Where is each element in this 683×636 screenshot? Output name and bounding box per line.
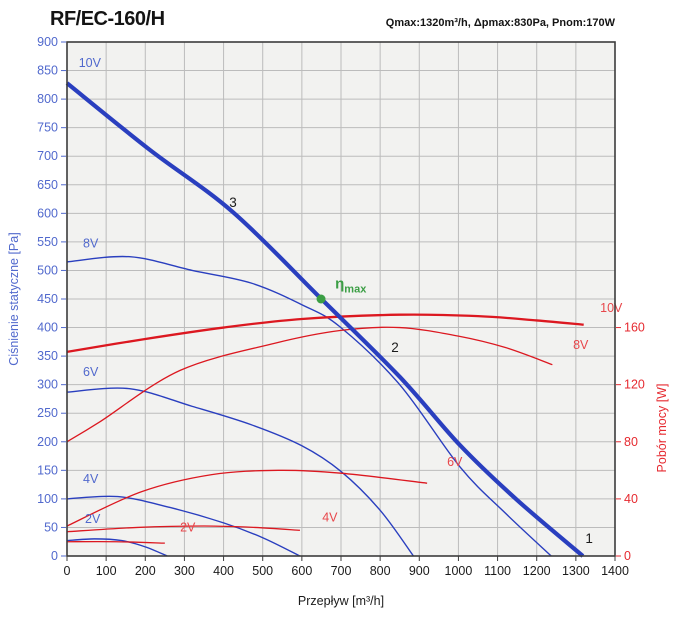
curve-pressure-2v [66, 538, 168, 557]
pressure-tick-label: 500 [37, 263, 58, 277]
x-tick-label: 600 [291, 564, 312, 578]
curve-label-pressure-2v: 2V [85, 512, 101, 526]
x-axis-label-flow: Przepływ [m³/h] [297, 594, 385, 608]
curve-label-power-4v: 4V [322, 511, 338, 525]
x-tick-label: 300 [174, 564, 195, 578]
x-tick-label: 1200 [523, 564, 551, 578]
x-tick-label: 1100 [484, 564, 511, 578]
plot-frame [66, 41, 616, 557]
pressure-tick-label: 800 [37, 92, 58, 106]
page-title: RF/EC-160/H [50, 8, 165, 30]
curve-power-6v [66, 469, 428, 527]
pressure-tick-label: 50 [44, 520, 58, 534]
curve-pressure-10v [65, 81, 585, 558]
y-right-ticks: 0 40 80 120 160 [616, 321, 645, 563]
curve-power-8v [66, 326, 553, 443]
curve-label-pressure-6v: 6V [83, 365, 99, 379]
curve-power-4v [66, 525, 300, 533]
pressure-tick-label: 450 [37, 292, 58, 306]
pressure-tick-label: 0 [51, 549, 58, 563]
curve-label-power-6v: 6V [447, 455, 463, 469]
pressure-tick-label: 200 [37, 435, 58, 449]
x-tick-label: 0 [64, 564, 71, 578]
x-tick-label: 500 [252, 564, 273, 578]
pressure-tick-label: 550 [37, 235, 58, 249]
power-tick-label: 160 [624, 321, 645, 335]
pressure-tick-label: 100 [37, 492, 58, 506]
power-tick-label: 40 [624, 492, 638, 506]
curve-pressure-4v [66, 495, 301, 557]
pressure-tick-label: 300 [37, 378, 58, 392]
curve-label-pressure-10v: 10V [79, 56, 102, 70]
pressure-tick-label: 750 [37, 121, 58, 135]
spec-summary: Qmax:1320m³/h, Δpmax:830Pa, Pnom:170W [385, 17, 615, 29]
curve-pressure-6v [66, 387, 414, 557]
curve-label-power-8v: 8V [573, 338, 589, 352]
pressure-tick-label: 650 [37, 178, 58, 192]
pressure-tick-label: 600 [37, 206, 58, 220]
pressure-tick-label: 900 [37, 35, 58, 49]
operating-point-label-1: 1 [585, 531, 593, 546]
x-tick-label: 900 [409, 564, 430, 578]
pressure-tick-label: 350 [37, 349, 58, 363]
power-tick-label: 80 [624, 435, 638, 449]
x-tick-label: 100 [96, 564, 117, 578]
pressure-tick-label: 700 [37, 149, 58, 163]
x-axis-ticks: 0 100 200 300 400 500 600 700 800 900 1000 1100 1200… [64, 556, 629, 578]
curve-label-power-2v: 2V [180, 521, 196, 535]
curve-label-pressure-4v: 4V [83, 472, 99, 486]
pressure-tick-label: 400 [37, 321, 58, 335]
curve-pressure-8v [66, 255, 552, 557]
y-left-ticks: 0 50 100 150 200 250 300 350 400 450 500 550 600 650 7… [37, 35, 66, 563]
power-tick-label: 120 [624, 378, 645, 392]
x-tick-label: 1300 [562, 564, 590, 578]
eta-max-label: ηmax [335, 276, 367, 296]
x-tick-label: 1400 [601, 564, 629, 578]
x-tick-label: 700 [331, 564, 352, 578]
eta-max-point [316, 294, 326, 304]
x-tick-label: 200 [135, 564, 156, 578]
operating-point-label-2: 2 [391, 340, 399, 355]
pressure-tick-label: 150 [37, 463, 58, 477]
curve-label-power-10v: 10V [600, 301, 623, 315]
power-tick-label: 0 [624, 549, 631, 563]
pressure-tick-label: 250 [37, 406, 58, 420]
x-tick-label: 1000 [445, 564, 473, 578]
x-tick-label: 400 [213, 564, 234, 578]
curve-label-pressure-8v: 8V [83, 237, 99, 251]
operating-point-label-3: 3 [229, 195, 237, 210]
pressure-tick-label: 850 [37, 64, 58, 78]
curve-power-2v [66, 540, 165, 544]
x-tick-label: 800 [370, 564, 391, 578]
